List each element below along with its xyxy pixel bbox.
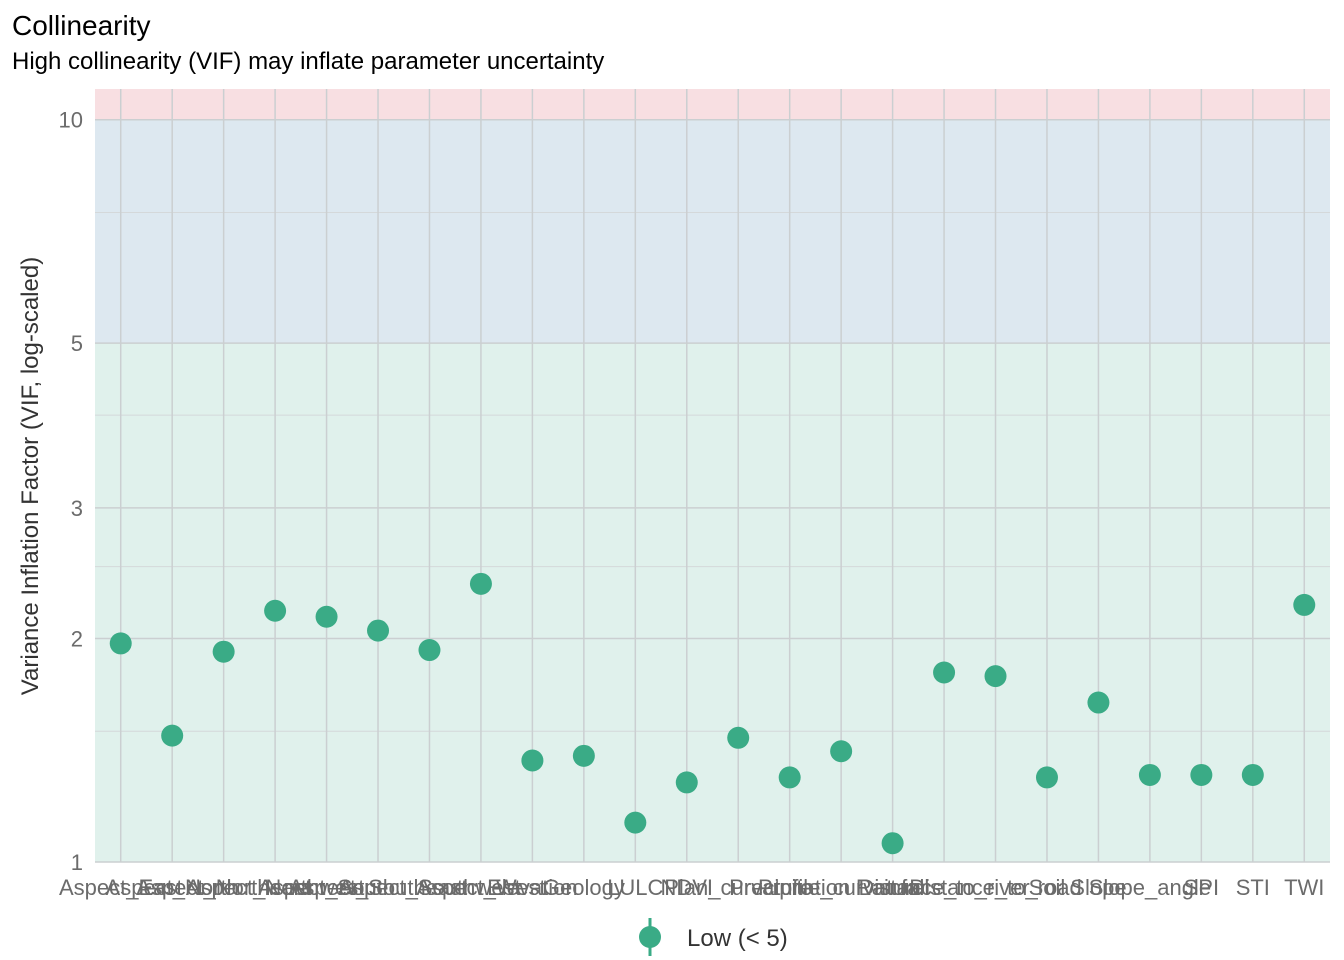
- data-point: [572, 744, 595, 767]
- x-tick-label: NDVI: [660, 875, 713, 900]
- x-tick-label: Distance_to_river: [858, 875, 1029, 900]
- chart-subtitle: High collinearity (VIF) may inflate para…: [12, 48, 605, 75]
- data-points: [109, 572, 1316, 855]
- y-tick-label: 1: [71, 850, 83, 875]
- x-tick-label: Aspect_South: [258, 875, 395, 900]
- x-tick-label: Aspect_Northwest: [186, 875, 365, 900]
- data-point: [315, 605, 338, 628]
- data-point: [1190, 763, 1213, 786]
- data-point: [1241, 763, 1264, 786]
- x-tick-label: Aspect_West: [416, 875, 545, 900]
- data-point: [264, 599, 287, 622]
- x-tick-label: Geology: [543, 875, 625, 900]
- data-point: [1087, 691, 1110, 714]
- data-point: [778, 766, 801, 789]
- x-tick-label: Aspect_East: [59, 875, 183, 900]
- grid-lines: [95, 89, 1330, 863]
- x-tick-label: Aspect_Southeast: [289, 875, 468, 900]
- data-point: [1138, 763, 1161, 786]
- x-tick-label: STI: [1236, 875, 1270, 900]
- data-point: [933, 661, 956, 684]
- y-tick-label: 3: [71, 496, 83, 521]
- data-point: [212, 640, 235, 663]
- data-point: [881, 832, 904, 855]
- chart-title: Collinearity: [12, 10, 151, 41]
- data-point: [984, 665, 1007, 688]
- y-tick-label: 10: [59, 108, 83, 133]
- x-tick-label: Slope_angle: [1089, 875, 1211, 900]
- x-tick-label: Aspect_Southwest: [338, 875, 520, 900]
- data-point: [161, 724, 184, 747]
- legend-key-point: [639, 926, 661, 948]
- data-point: [830, 740, 853, 763]
- x-tick-label: TWI: [1284, 875, 1324, 900]
- x-tick-label: Soil: [1029, 875, 1066, 900]
- band-0: [95, 343, 1330, 862]
- y-axis-title: Variance Inflation Factor (VIF, log-scal…: [17, 257, 44, 695]
- x-tick-label: Profile_curvature: [758, 875, 924, 900]
- data-point: [469, 572, 492, 595]
- x-tick-label: SPI: [1184, 875, 1219, 900]
- x-tick-label: Elevation: [487, 875, 578, 900]
- x-tick-label: Distance_to_road: [909, 875, 1081, 900]
- band-1: [95, 119, 1330, 344]
- x-tick-label: Precipitation: [729, 875, 850, 900]
- band-2: [95, 89, 1330, 120]
- data-point: [1035, 766, 1058, 789]
- data-point: [675, 771, 698, 794]
- legend: Low (< 5): [639, 918, 788, 956]
- data-point: [109, 632, 132, 655]
- data-point: [727, 726, 750, 749]
- y-tick-label: 5: [71, 331, 83, 356]
- x-tick-label: LULC: [607, 875, 663, 900]
- x-tick-label: Plan_curvature: [664, 875, 812, 900]
- x-tick-label: Rainfall: [856, 875, 929, 900]
- data-point: [367, 619, 390, 642]
- data-point: [624, 811, 647, 834]
- data-point: [1293, 593, 1316, 616]
- y-axis-ticks: 1 2 3 5 10: [59, 108, 83, 875]
- x-tick-label: Aspect_Northeast: [136, 875, 311, 900]
- data-point: [418, 639, 441, 662]
- x-tick-label: Slope: [1070, 875, 1126, 900]
- x-axis-ticks: Aspect_EastAspect_NorthAspect_NortheastA…: [59, 875, 1324, 900]
- legend-label: Low (< 5): [687, 925, 788, 952]
- risk-bands: [95, 89, 1330, 862]
- y-tick-label: 2: [71, 627, 83, 652]
- x-tick-label: Aspect_North: [106, 875, 239, 900]
- data-point: [521, 749, 544, 772]
